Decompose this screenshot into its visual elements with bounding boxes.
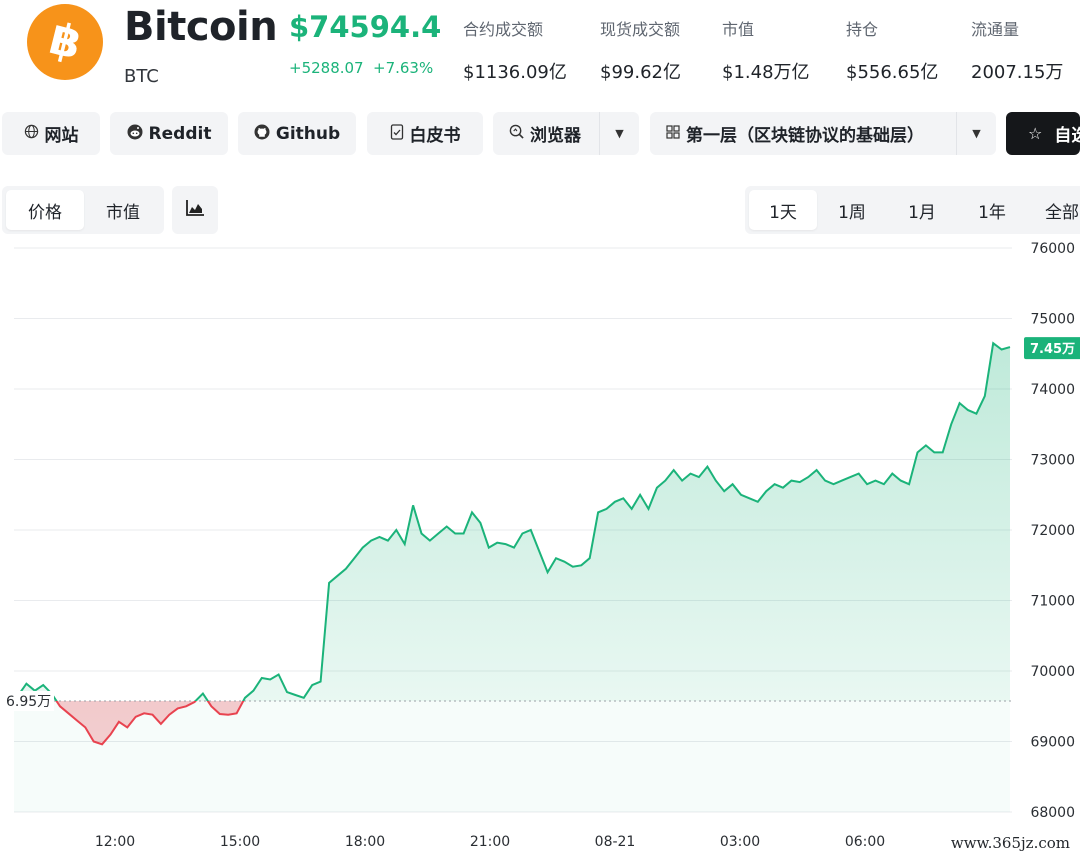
x-tick-label: 21:00 bbox=[470, 834, 510, 850]
area-fill-lower-wash bbox=[14, 700, 1010, 812]
github-label: Github bbox=[275, 123, 341, 144]
explorer-button[interactable]: 浏览器 ▼ bbox=[493, 112, 639, 155]
stat-contract-volume: 合约成交额 $1136.09亿 bbox=[463, 16, 567, 84]
stat-value: 2007.15万 bbox=[971, 62, 1064, 83]
whitepaper-button[interactable]: 白皮书 bbox=[367, 112, 483, 155]
y-tick-label: 76000 bbox=[1030, 241, 1075, 257]
category-chevron-down-icon[interactable]: ▼ bbox=[956, 112, 996, 155]
tab-market-cap[interactable]: 市值 bbox=[106, 202, 140, 223]
stat-label: 持仓 bbox=[846, 20, 879, 39]
stat-value: $556.65亿 bbox=[846, 62, 939, 83]
stat-value: $99.62亿 bbox=[600, 62, 681, 83]
area-chart-toggle-button[interactable] bbox=[172, 186, 218, 234]
x-axis: 12:00 15:00 18:00 21:00 08-21 03:00 06:00 bbox=[95, 834, 885, 850]
price-change-absolute: +5288.07 bbox=[289, 59, 364, 77]
reddit-label: Reddit bbox=[148, 123, 212, 144]
y-tick-label: 71000 bbox=[1030, 594, 1075, 610]
baseline-label-bg bbox=[2, 690, 54, 711]
current-price: $74594.4 bbox=[289, 10, 442, 44]
star-icon: ☆ bbox=[1028, 124, 1043, 143]
stat-value: $1.48万亿 bbox=[722, 62, 810, 83]
x-tick-label: 18:00 bbox=[345, 834, 385, 850]
tab-range-all[interactable]: 全部 bbox=[1045, 202, 1079, 223]
website-label: 网站 bbox=[44, 126, 79, 146]
coin-header: ฿ Bitcoin BTC $74594.4 +5288.07 +7.63% 合… bbox=[0, 0, 1080, 100]
globe-icon bbox=[24, 124, 39, 143]
area-fill-down bbox=[18, 700, 1010, 745]
area-chart-icon bbox=[185, 199, 205, 221]
last-price-label-text: 7.45万 bbox=[1030, 342, 1075, 357]
chart-line bbox=[17, 341, 1011, 746]
y-tick-label: 74000 bbox=[1030, 382, 1075, 398]
explorer-label: 浏览器 bbox=[530, 126, 581, 146]
y-axis: 68000 69000 70000 71000 72000 73000 74000 75000… bbox=[1030, 241, 1075, 821]
explorer-chevron-down-icon[interactable]: ▼ bbox=[599, 112, 639, 155]
price-change-percent: +7.63% bbox=[373, 59, 434, 77]
tab-range-1d[interactable]: 1天 bbox=[749, 190, 817, 230]
watchlist-label: 自选 bbox=[1054, 126, 1080, 146]
stat-label: 合约成交额 bbox=[463, 20, 544, 39]
x-tick-label: 06:00 bbox=[845, 834, 885, 850]
tab-range-1m[interactable]: 1月 bbox=[908, 202, 936, 223]
y-tick-label: 73000 bbox=[1030, 453, 1075, 469]
reddit-button[interactable]: Reddit bbox=[110, 112, 228, 155]
tab-range-1w[interactable]: 1周 bbox=[838, 202, 866, 223]
range-toggle: 1天 1周 1月 1年 全部 bbox=[745, 186, 1080, 234]
stat-open-interest: 持仓 $556.65亿 bbox=[846, 16, 938, 84]
last-price-label-bg bbox=[1024, 337, 1080, 360]
y-tick-label: 75000 bbox=[1030, 312, 1075, 328]
x-tick-label: 03:00 bbox=[720, 834, 760, 850]
github-icon bbox=[254, 124, 270, 144]
stat-circulating-supply: 流通量 2007.15万 bbox=[971, 16, 1063, 84]
last-price-label: 7.45万 bbox=[1024, 337, 1080, 360]
bitcoin-logo-glyph: ฿ bbox=[44, 13, 87, 70]
y-tick-label: 69000 bbox=[1030, 735, 1075, 751]
coin-name: Bitcoin bbox=[124, 4, 278, 50]
category-button[interactable]: 第一层（区块链协议的基础层） ▼ bbox=[650, 112, 996, 155]
add-watchlist-button[interactable]: ☆ 自选 bbox=[1006, 112, 1080, 155]
price-area-chart[interactable]: 68000 69000 70000 71000 72000 73000 74000 75000… bbox=[0, 238, 1080, 856]
baseline-label: 6.95万 bbox=[2, 690, 54, 711]
x-tick-label: 08-21 bbox=[595, 834, 636, 850]
github-button[interactable]: Github bbox=[238, 112, 356, 155]
chart-labels: 6.95万 7.45万 bbox=[2, 337, 1080, 711]
stat-value: $1136.09亿 bbox=[463, 62, 567, 83]
tab-price[interactable]: 价格 bbox=[6, 190, 84, 230]
stat-label: 流通量 bbox=[971, 20, 1020, 39]
coin-symbol: BTC bbox=[124, 66, 159, 87]
watermark: www.365jz.com bbox=[946, 834, 1074, 852]
stat-market-cap: 市值 $1.48万亿 bbox=[722, 16, 810, 84]
x-tick-label: 15:00 bbox=[220, 834, 260, 850]
y-tick-label: 70000 bbox=[1030, 664, 1075, 680]
metric-toggle: 价格 市值 bbox=[2, 186, 164, 234]
stat-label: 现货成交额 bbox=[600, 20, 681, 39]
baseline-label-text: 6.95万 bbox=[6, 694, 51, 710]
stat-spot-volume: 现货成交额 $99.62亿 bbox=[600, 16, 681, 84]
category-label: 第一层（区块链协议的基础层） bbox=[686, 126, 924, 146]
link-bar: 网站 Reddit Github 白皮书 浏览器 ▼ 第一层（区块链协议的基础层… bbox=[0, 112, 1080, 156]
bitcoin-logo-icon: ฿ bbox=[27, 4, 103, 80]
y-tick-label: 68000 bbox=[1030, 805, 1075, 821]
explorer-search-icon bbox=[509, 124, 524, 143]
website-button[interactable]: 网站 bbox=[2, 112, 100, 155]
document-icon bbox=[390, 123, 404, 144]
x-tick-label: 12:00 bbox=[95, 834, 135, 850]
stat-label: 市值 bbox=[722, 20, 755, 39]
price-line-up bbox=[17, 341, 1011, 701]
grid-icon bbox=[666, 124, 680, 143]
reddit-icon bbox=[127, 124, 143, 144]
area-fill-up bbox=[18, 343, 1010, 701]
tab-range-1y[interactable]: 1年 bbox=[978, 202, 1006, 223]
whitepaper-label: 白皮书 bbox=[409, 126, 461, 146]
chart-area bbox=[14, 343, 1012, 812]
y-tick-label: 72000 bbox=[1030, 523, 1075, 539]
price-line-down bbox=[55, 700, 245, 746]
